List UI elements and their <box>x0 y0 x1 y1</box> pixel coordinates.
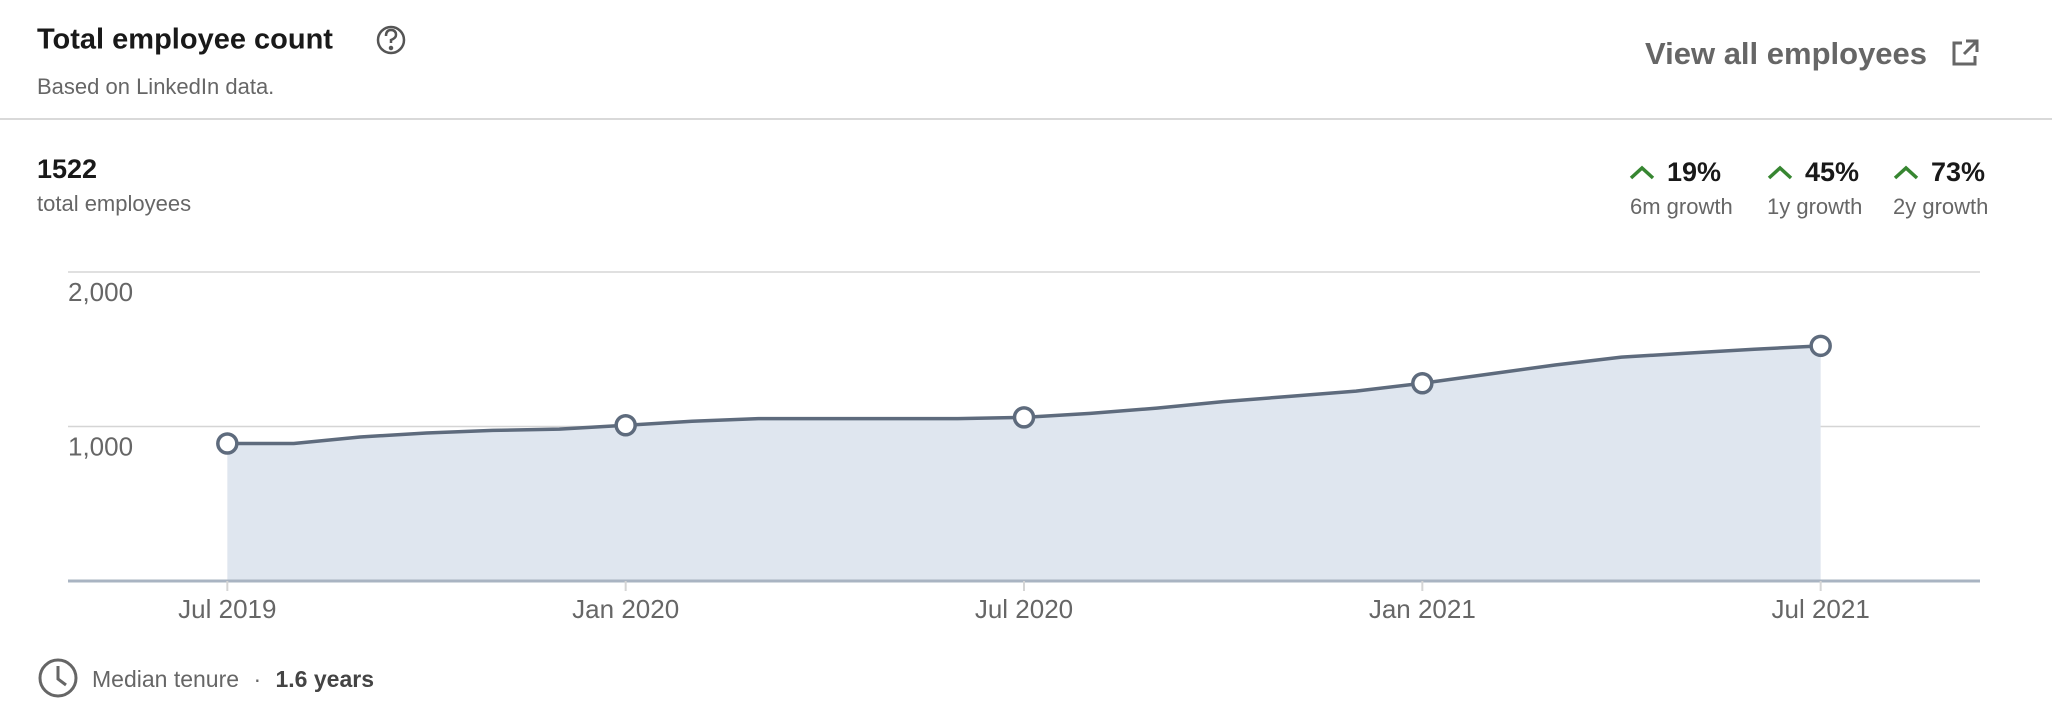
total-count: 1522 <box>37 154 97 184</box>
card-title: Total employee count <box>37 24 333 56</box>
growth-value: 45% <box>1805 157 1859 187</box>
growth-period: 6m growth <box>1630 194 1733 219</box>
y-tick-label: 2,000 <box>68 277 133 307</box>
tenure-value: 1.6 years <box>276 666 374 692</box>
chart: 1,000 2,000 Jul 2019 Jan 2020 Jul 2020 Jan 20… <box>68 271 1980 624</box>
point-marker <box>1012 406 1036 429</box>
point-marker <box>1411 371 1434 395</box>
growth-stats: 19% 6m growth 45% 1y growth 73% 2y growth <box>1629 157 1988 219</box>
area <box>227 345 1821 581</box>
tenure: Median tenure · 1.6 years <box>92 666 374 692</box>
clock-icon <box>38 658 78 698</box>
growth-arrow <box>1629 165 1655 180</box>
point-marker <box>614 414 637 437</box>
x-tick-label: Jan 2020 <box>572 594 679 624</box>
growth-arrow <box>1767 165 1793 180</box>
growth-period: 1y growth <box>1767 194 1862 219</box>
tenure-label: Median tenure <box>92 666 239 692</box>
growth-arrow <box>1893 165 1919 180</box>
growth-value: 73% <box>1931 157 1985 187</box>
tenure-separator: · <box>253 666 261 692</box>
card-subtitle: Based on LinkedIn data. <box>37 74 274 99</box>
y-tick-label: 1,000 <box>68 431 133 461</box>
x-tick-label: Jan 2021 <box>1369 594 1476 624</box>
view-all-link[interactable]: View all employees <box>1645 36 1927 71</box>
growth-period: 2y growth <box>1893 194 1988 219</box>
point-marker <box>216 432 239 455</box>
help-icon[interactable] <box>376 25 406 55</box>
x-tick-label: Jul 2021 <box>1772 594 1870 624</box>
point-marker <box>1809 334 1832 358</box>
x-tick-label: Jul 2020 <box>975 594 1073 624</box>
growth-value: 19% <box>1667 157 1721 187</box>
total-label: total employees <box>37 191 191 216</box>
x-tick-label: Jul 2019 <box>178 594 276 624</box>
external-link-icon[interactable] <box>1952 39 1979 66</box>
